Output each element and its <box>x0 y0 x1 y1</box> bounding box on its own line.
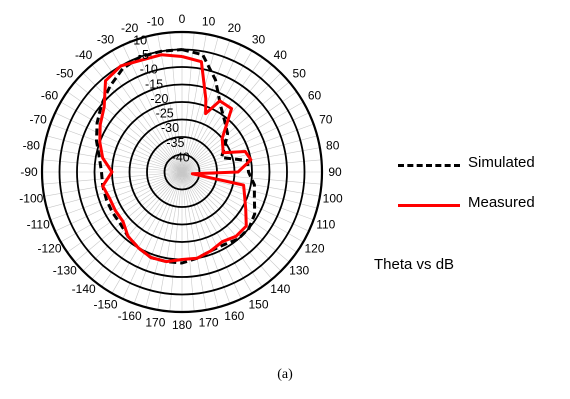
angle-tick-label: -40 <box>75 48 93 62</box>
angle-tick-label: 40 <box>274 48 288 62</box>
series-lines <box>95 48 257 265</box>
radial-tick-label: -40 <box>172 150 190 164</box>
radial-gridline-ring <box>40 30 324 314</box>
angle-tick-label: 180 <box>172 318 192 332</box>
radial-tick-label: -10 <box>140 63 158 77</box>
radial-tick-label: -20 <box>150 92 168 106</box>
series-line-measured <box>98 53 253 264</box>
figure-caption: (a) <box>277 367 293 382</box>
angle-tick-label: -10 <box>147 14 165 28</box>
angle-tick-label: 90 <box>328 165 342 179</box>
angle-tick-label: 130 <box>289 263 309 277</box>
series-line-simulated <box>95 48 257 265</box>
angle-tick-label: -140 <box>72 282 96 296</box>
angle-tick-label: -50 <box>56 67 74 81</box>
angle-tick-label: 10 <box>202 14 216 28</box>
radial-tick-label: -5 <box>138 48 149 62</box>
angle-tick-label: 30 <box>252 33 266 47</box>
angle-tick-label: -160 <box>118 309 142 323</box>
angle-tick-label: -120 <box>37 242 61 256</box>
angle-tick-label: 170 <box>145 316 165 330</box>
angle-tick-label: 70 <box>319 113 333 127</box>
angle-tick-label: 140 <box>270 282 290 296</box>
legend-label-measured: Measured <box>468 194 535 211</box>
angle-tick-label: 110 <box>316 217 335 231</box>
angle-tick-label: -70 <box>30 113 48 127</box>
angle-tick-label: 160 <box>224 309 244 323</box>
radial-gridline-ring <box>163 153 201 191</box>
angle-tick-label: 170 <box>199 316 219 330</box>
angle-tick-label: -30 <box>97 33 115 47</box>
angle-tick-label: -150 <box>93 298 117 312</box>
angle-tick-label: -20 <box>121 21 139 35</box>
angle-tick-label: 120 <box>304 242 324 256</box>
angle-tick-label: -100 <box>19 192 43 206</box>
angle-tick-label: -60 <box>41 89 59 103</box>
angle-tick-label: 50 <box>293 67 307 81</box>
angle-tick-label: -130 <box>53 263 77 277</box>
angle-tick-label: -80 <box>23 138 41 152</box>
radial-gridlines <box>40 30 324 314</box>
legend-swatch-simulated <box>398 164 460 167</box>
radial-tick-label: -25 <box>156 107 174 121</box>
radial-tick-label: -35 <box>166 136 184 150</box>
angle-tick-label: 100 <box>323 192 343 206</box>
legend-item-measured: Measured <box>398 194 570 216</box>
angle-tick-label: 60 <box>308 89 322 103</box>
angle-tick-label: 20 <box>228 21 242 35</box>
radial-gridline-ring <box>76 66 288 278</box>
angle-tick-label: 80 <box>326 138 340 152</box>
legend-swatch-measured <box>398 204 460 207</box>
radial-tick-label: -30 <box>161 121 179 135</box>
legend-label-simulated: Simulated <box>468 154 535 171</box>
angle-tick-label: -110 <box>27 217 50 231</box>
legend-item-simulated: Simulated <box>398 154 570 176</box>
radial-tick-label: -10 <box>129 33 147 47</box>
angle-tick-label: -90 <box>20 165 38 179</box>
chart-annotation: Theta vs dB <box>374 256 455 273</box>
angle-tick-label: 0 <box>179 12 186 26</box>
radial-tick-labels: -10-5-10-15-20-25-30-35-40 <box>129 33 190 164</box>
angle-tick-label: 150 <box>248 298 268 312</box>
angular-gridlines <box>42 32 322 312</box>
radial-tick-label: -15 <box>145 77 163 91</box>
